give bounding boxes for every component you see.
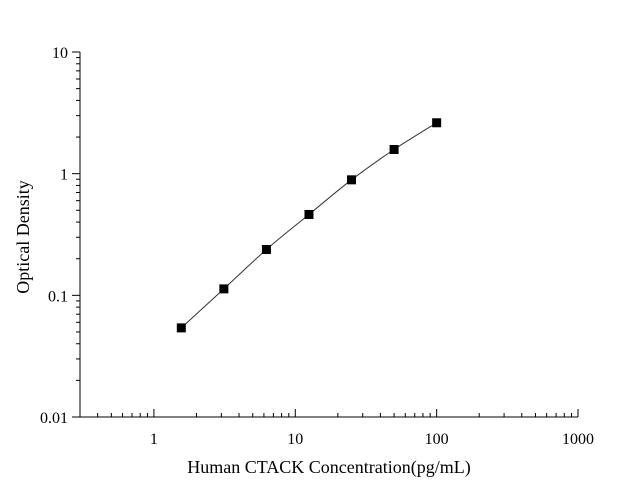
y-axis-title: Optical Density: [13, 180, 33, 293]
data-point-marker: [432, 118, 442, 128]
x-tick-label: 10: [287, 431, 303, 448]
y-tick-label: 0.01: [40, 410, 68, 427]
y-tick-label: 0.1: [48, 288, 68, 305]
tick-labels: 1 10 100 1000 0.01 0.1 1 10: [40, 45, 594, 448]
y-tick-label: 10: [52, 45, 68, 62]
x-tick-label: 100: [425, 431, 449, 448]
data-point-marker: [304, 209, 314, 219]
axes: [72, 51, 579, 418]
y-tick-label: 1: [60, 167, 68, 184]
data-point-marker: [389, 144, 399, 154]
x-axis-title: Human CTACK Concentration(pg/mL): [187, 457, 471, 478]
data-points: [176, 118, 442, 333]
data-point-marker: [219, 284, 229, 294]
data-point-marker: [176, 323, 186, 333]
data-point-marker: [261, 245, 271, 255]
x-tick-label: 1000: [562, 431, 594, 448]
x-tick-label: 1: [150, 431, 158, 448]
data-point-marker: [347, 175, 357, 185]
